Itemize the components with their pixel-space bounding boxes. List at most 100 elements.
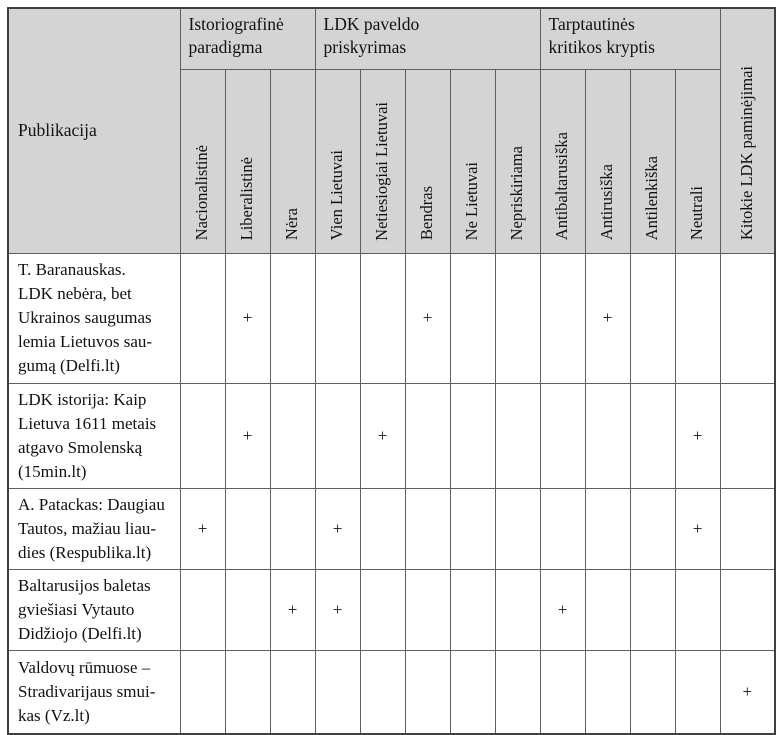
column-header-label: Bendras: [417, 186, 437, 241]
mark-cell-empty: [404, 382, 451, 489]
mark-cell-empty: [449, 568, 496, 651]
mark-cell-empty: [494, 252, 541, 384]
column-header-9: Antirusiška: [584, 68, 631, 254]
mark-cell-empty: [269, 382, 316, 489]
column-label-row: Nacionalistinė Liberalistinė Nėra Vien Liet…: [8, 68, 775, 254]
column-header-kitokie-ldk-paminejimai: Kitokie LDK paminėjimai: [719, 7, 776, 254]
mark-cell-plus: +: [314, 487, 361, 570]
mark-cell-empty: [494, 487, 541, 570]
column-header-label: Antirusiška: [597, 164, 617, 241]
mark-cell-empty: [494, 568, 541, 651]
column-header-label: Neutrali: [687, 186, 707, 241]
publication-title: Baltarusijos baletas gviešiasi Vytauto D…: [7, 568, 181, 651]
column-header-label: Antibaltarusiška: [552, 132, 572, 241]
mark-cell-plus: +: [674, 382, 721, 489]
group-header-row: Publikacija Istoriografinė paradigma LDK…: [7, 7, 776, 254]
column-header-5: Bendras: [404, 68, 451, 254]
mark-cell-empty: [179, 252, 226, 384]
group-header-istoriografine-paradigma: Istoriografinė paradigma: [179, 7, 316, 70]
mark-cell-plus: +: [224, 382, 271, 489]
column-header-label: Vien Lietuvai: [327, 150, 347, 241]
mark-cell-empty: [674, 252, 721, 384]
corner-header-publikacija: Publikacija: [7, 7, 181, 254]
publication-analysis-table: Publikacija Istoriografinė paradigma LDK…: [7, 7, 777, 735]
column-header-2: Nėra: [269, 68, 316, 254]
mark-cell-empty: [359, 487, 406, 570]
column-header-label: Nėra: [282, 208, 302, 241]
column-header-3: Vien Lietuvai: [314, 68, 361, 254]
mark-cell-plus: +: [584, 252, 631, 384]
mark-cell-empty: [719, 487, 776, 570]
mark-cell-empty: [224, 568, 271, 651]
mark-cell-empty: [494, 382, 541, 489]
mark-cell-empty: [224, 487, 271, 570]
column-header-label: Nepriskiriama: [507, 146, 527, 241]
table-body: T. Baranauskas. LDK nebėra, bet Ukrainos…: [7, 252, 776, 735]
mark-cell-empty: [449, 487, 496, 570]
mark-cell-empty: [359, 649, 406, 735]
column-header-11: Neutrali: [674, 68, 721, 254]
table-row: LDK istorija: Kaip Lietuva 1611 metais a…: [7, 382, 776, 489]
mark-cell-plus: +: [539, 568, 586, 651]
table-row: T. Baranauskas. LDK nebėra, bet Ukrainos…: [7, 252, 776, 384]
mark-cell-empty: [449, 382, 496, 489]
table-row: Valdovų rūmuose – Stradivarijaus smui- k…: [7, 649, 776, 735]
mark-cell-empty: [404, 487, 451, 570]
mark-cell-empty: [314, 649, 361, 735]
column-header-label: Ne Lietuvai: [462, 162, 482, 241]
mark-cell-empty: [539, 487, 586, 570]
column-header-7: Nepriskiriama: [494, 68, 541, 254]
mark-cell-empty: [584, 487, 631, 570]
mark-cell-plus: +: [719, 649, 776, 735]
column-header-label: Nacionalistinė: [192, 145, 212, 241]
mark-cell-plus: +: [674, 487, 721, 570]
mark-cell-empty: [269, 487, 316, 570]
column-header-label: Liberalistinė: [237, 157, 257, 241]
mark-cell-empty: [674, 568, 721, 651]
group-header-ldk-paveldo-priskyrimas: LDK paveldo priskyrimas: [314, 7, 541, 70]
mark-cell-empty: [629, 568, 676, 651]
mark-cell-empty: [314, 252, 361, 384]
column-header-4: Netiesiogiai Lietuvai: [359, 68, 406, 254]
mark-cell-empty: [629, 252, 676, 384]
group-header-tarptautines-kritikos-kryptis: Tarptautinės kritikos kryptis: [539, 7, 721, 70]
publication-title: T. Baranauskas. LDK nebėra, bet Ukrainos…: [7, 252, 181, 384]
mark-cell-empty: [179, 568, 226, 651]
mark-cell-empty: [629, 487, 676, 570]
mark-cell-empty: [719, 568, 776, 651]
mark-cell-plus: +: [179, 487, 226, 570]
column-header-10: Antilenkiška: [629, 68, 676, 254]
table-header: Publikacija Istoriografinė paradigma LDK…: [7, 7, 776, 254]
column-header-label: Kitokie LDK paminėjimai: [737, 66, 757, 241]
mark-cell-empty: [179, 382, 226, 489]
publication-title: LDK istorija: Kaip Lietuva 1611 metais a…: [7, 382, 181, 489]
mark-cell-empty: [539, 649, 586, 735]
mark-cell-empty: [539, 252, 586, 384]
publication-title: Valdovų rūmuose – Stradivarijaus smui- k…: [7, 649, 181, 735]
mark-cell-empty: [404, 568, 451, 651]
table-row: A. Patackas: Daugiau Tautos, mažiau liau…: [7, 487, 776, 570]
mark-cell-empty: [179, 649, 226, 735]
column-header-6: Ne Lietuvai: [449, 68, 496, 254]
mark-cell-empty: [719, 252, 776, 384]
mark-cell-empty: [269, 252, 316, 384]
mark-cell-empty: [629, 649, 676, 735]
mark-cell-empty: [584, 649, 631, 735]
mark-cell-empty: [494, 649, 541, 735]
mark-cell-empty: [719, 382, 776, 489]
mark-cell-empty: [314, 382, 361, 489]
mark-cell-plus: +: [404, 252, 451, 384]
mark-cell-plus: +: [314, 568, 361, 651]
mark-cell-empty: [539, 382, 586, 489]
mark-cell-empty: [674, 649, 721, 735]
mark-cell-empty: [449, 252, 496, 384]
column-header-0: Nacionalistinė: [179, 68, 226, 254]
mark-cell-empty: [629, 382, 676, 489]
mark-cell-empty: [359, 252, 406, 384]
publication-title: A. Patackas: Daugiau Tautos, mažiau liau…: [7, 487, 181, 570]
mark-cell-empty: [449, 649, 496, 735]
mark-cell-plus: +: [224, 252, 271, 384]
table-row: Baltarusijos baletas gviešiasi Vytauto D…: [7, 568, 776, 651]
column-header-8: Antibaltarusiška: [539, 68, 586, 254]
